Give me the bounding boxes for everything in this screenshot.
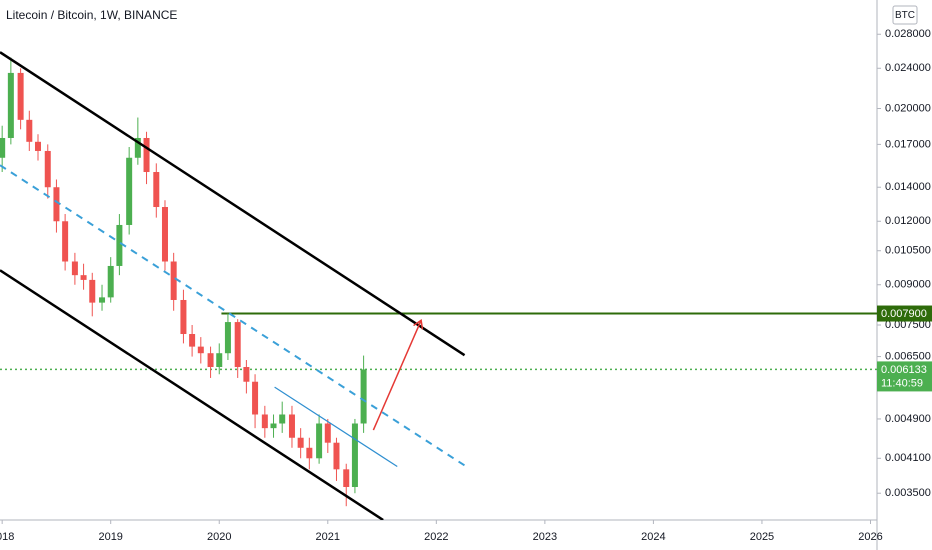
candle-body — [143, 137, 150, 173]
candle-body — [343, 469, 350, 487]
y-tick-label: 0.004100 — [885, 452, 931, 464]
candle-body — [53, 187, 60, 222]
candle-body — [360, 369, 367, 424]
candle-body — [333, 442, 340, 470]
x-tick-label: 2023 — [533, 531, 557, 543]
y-tick-label: 0.014000 — [885, 181, 931, 193]
chart-title: Litecoin / Bitcoin, 1W, BINANCE — [6, 8, 177, 22]
candle-body — [80, 275, 87, 280]
candle-body — [0, 137, 6, 158]
candle-body — [261, 414, 268, 429]
last-price-label: 0.006133 — [881, 364, 927, 376]
y-tick-label: 0.006500 — [885, 350, 931, 362]
plot-area — [0, 51, 877, 520]
candle-body — [107, 265, 114, 298]
y-tick-label: 0.017000 — [885, 138, 931, 150]
candle-body — [180, 299, 187, 335]
x-tick-label: 2022 — [424, 531, 448, 543]
countdown-label: 11:40:59 — [881, 377, 923, 389]
y-tick-label: 0.024000 — [885, 62, 931, 74]
x-tick-label: 2025 — [750, 531, 774, 543]
candle-body — [26, 119, 33, 142]
y-tick-label: 0.020000 — [885, 102, 931, 114]
candle-body — [34, 141, 41, 151]
candle-body — [351, 423, 358, 487]
candle-body — [99, 297, 106, 303]
candle-body — [252, 381, 259, 415]
candle-body — [62, 221, 69, 262]
y-tick-label: 0.009000 — [885, 279, 931, 291]
candle-body — [161, 207, 168, 262]
y-tick-label: 0.007500 — [885, 319, 931, 331]
x-tick-label: 2018 — [0, 531, 14, 543]
x-tick-label: 2019 — [98, 531, 122, 543]
x-tick-label: 2026 — [858, 531, 882, 543]
candle-body — [71, 261, 78, 276]
candle-body — [116, 224, 123, 266]
arrow — [372, 320, 421, 431]
candle-body — [170, 261, 177, 300]
x-tick-label: 2020 — [207, 531, 231, 543]
candle-body — [44, 150, 51, 188]
candle-body — [316, 423, 323, 459]
candle-body — [207, 353, 214, 368]
candle-body — [324, 423, 331, 443]
candle-body — [134, 137, 141, 158]
candle-body — [7, 72, 14, 138]
y-tick-label: 0.012000 — [885, 215, 931, 227]
level-price-box — [877, 305, 932, 322]
y-tick-label: 0.003500 — [885, 487, 931, 499]
candle-body — [279, 414, 286, 424]
candle-body — [197, 346, 204, 354]
x-tick-label: 2021 — [316, 531, 340, 543]
trend-line — [0, 51, 466, 357]
level-price-label: 0.007900 — [881, 308, 927, 320]
candle-body — [189, 334, 196, 347]
candle-body — [126, 157, 133, 225]
candle-body — [234, 322, 241, 368]
y-tick-label: 0.028000 — [885, 28, 931, 40]
y-tick-label: 0.010500 — [885, 245, 931, 257]
candle-body — [306, 447, 313, 459]
candle-body — [270, 423, 277, 429]
trend-line — [0, 269, 384, 520]
currency-box — [892, 5, 918, 25]
candle-body — [153, 172, 160, 208]
candle-body — [297, 437, 304, 448]
candle-body — [17, 72, 24, 120]
currency-label: BTC — [895, 10, 915, 21]
axes: 0.028000 0.024000 0.020000 0.017000 0.014000… — [0, 28, 932, 543]
candle-body — [288, 414, 295, 438]
x-tick-label: 2024 — [641, 531, 665, 543]
candle-body — [224, 322, 231, 354]
candle-body — [89, 279, 96, 303]
y-tick-label: 0.004900 — [885, 413, 931, 425]
trend-line — [274, 386, 398, 468]
candle-body — [243, 367, 250, 382]
last-price-box — [877, 361, 932, 392]
candle-body — [216, 353, 223, 368]
trend-line — [0, 164, 466, 467]
